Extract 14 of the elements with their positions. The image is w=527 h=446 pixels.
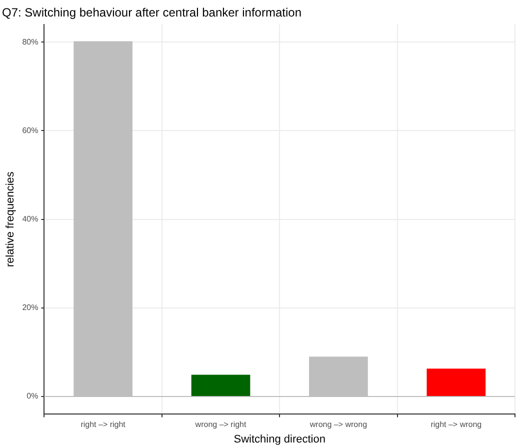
x-tick-label: wrong –> wrong (308, 420, 368, 430)
y-tick-label: 0% (26, 392, 38, 401)
chart-title: Q7: Switching behaviour after central banker information (2, 6, 302, 20)
bar (191, 374, 250, 396)
y-tick-label: 80% (22, 37, 38, 46)
bar (426, 368, 486, 396)
x-tick-label: wrong –> right (194, 420, 247, 430)
y-tick-label: 60% (22, 126, 38, 135)
x-tick-label: right –> right (80, 420, 126, 430)
x-tick-label: right –> wrong (430, 420, 482, 430)
x-axis-title: Switching direction (234, 433, 326, 446)
y-axis-title: relative frequencies (4, 171, 17, 267)
y-tick-label: 40% (22, 214, 38, 224)
y-tick-label: 20% (22, 303, 38, 312)
